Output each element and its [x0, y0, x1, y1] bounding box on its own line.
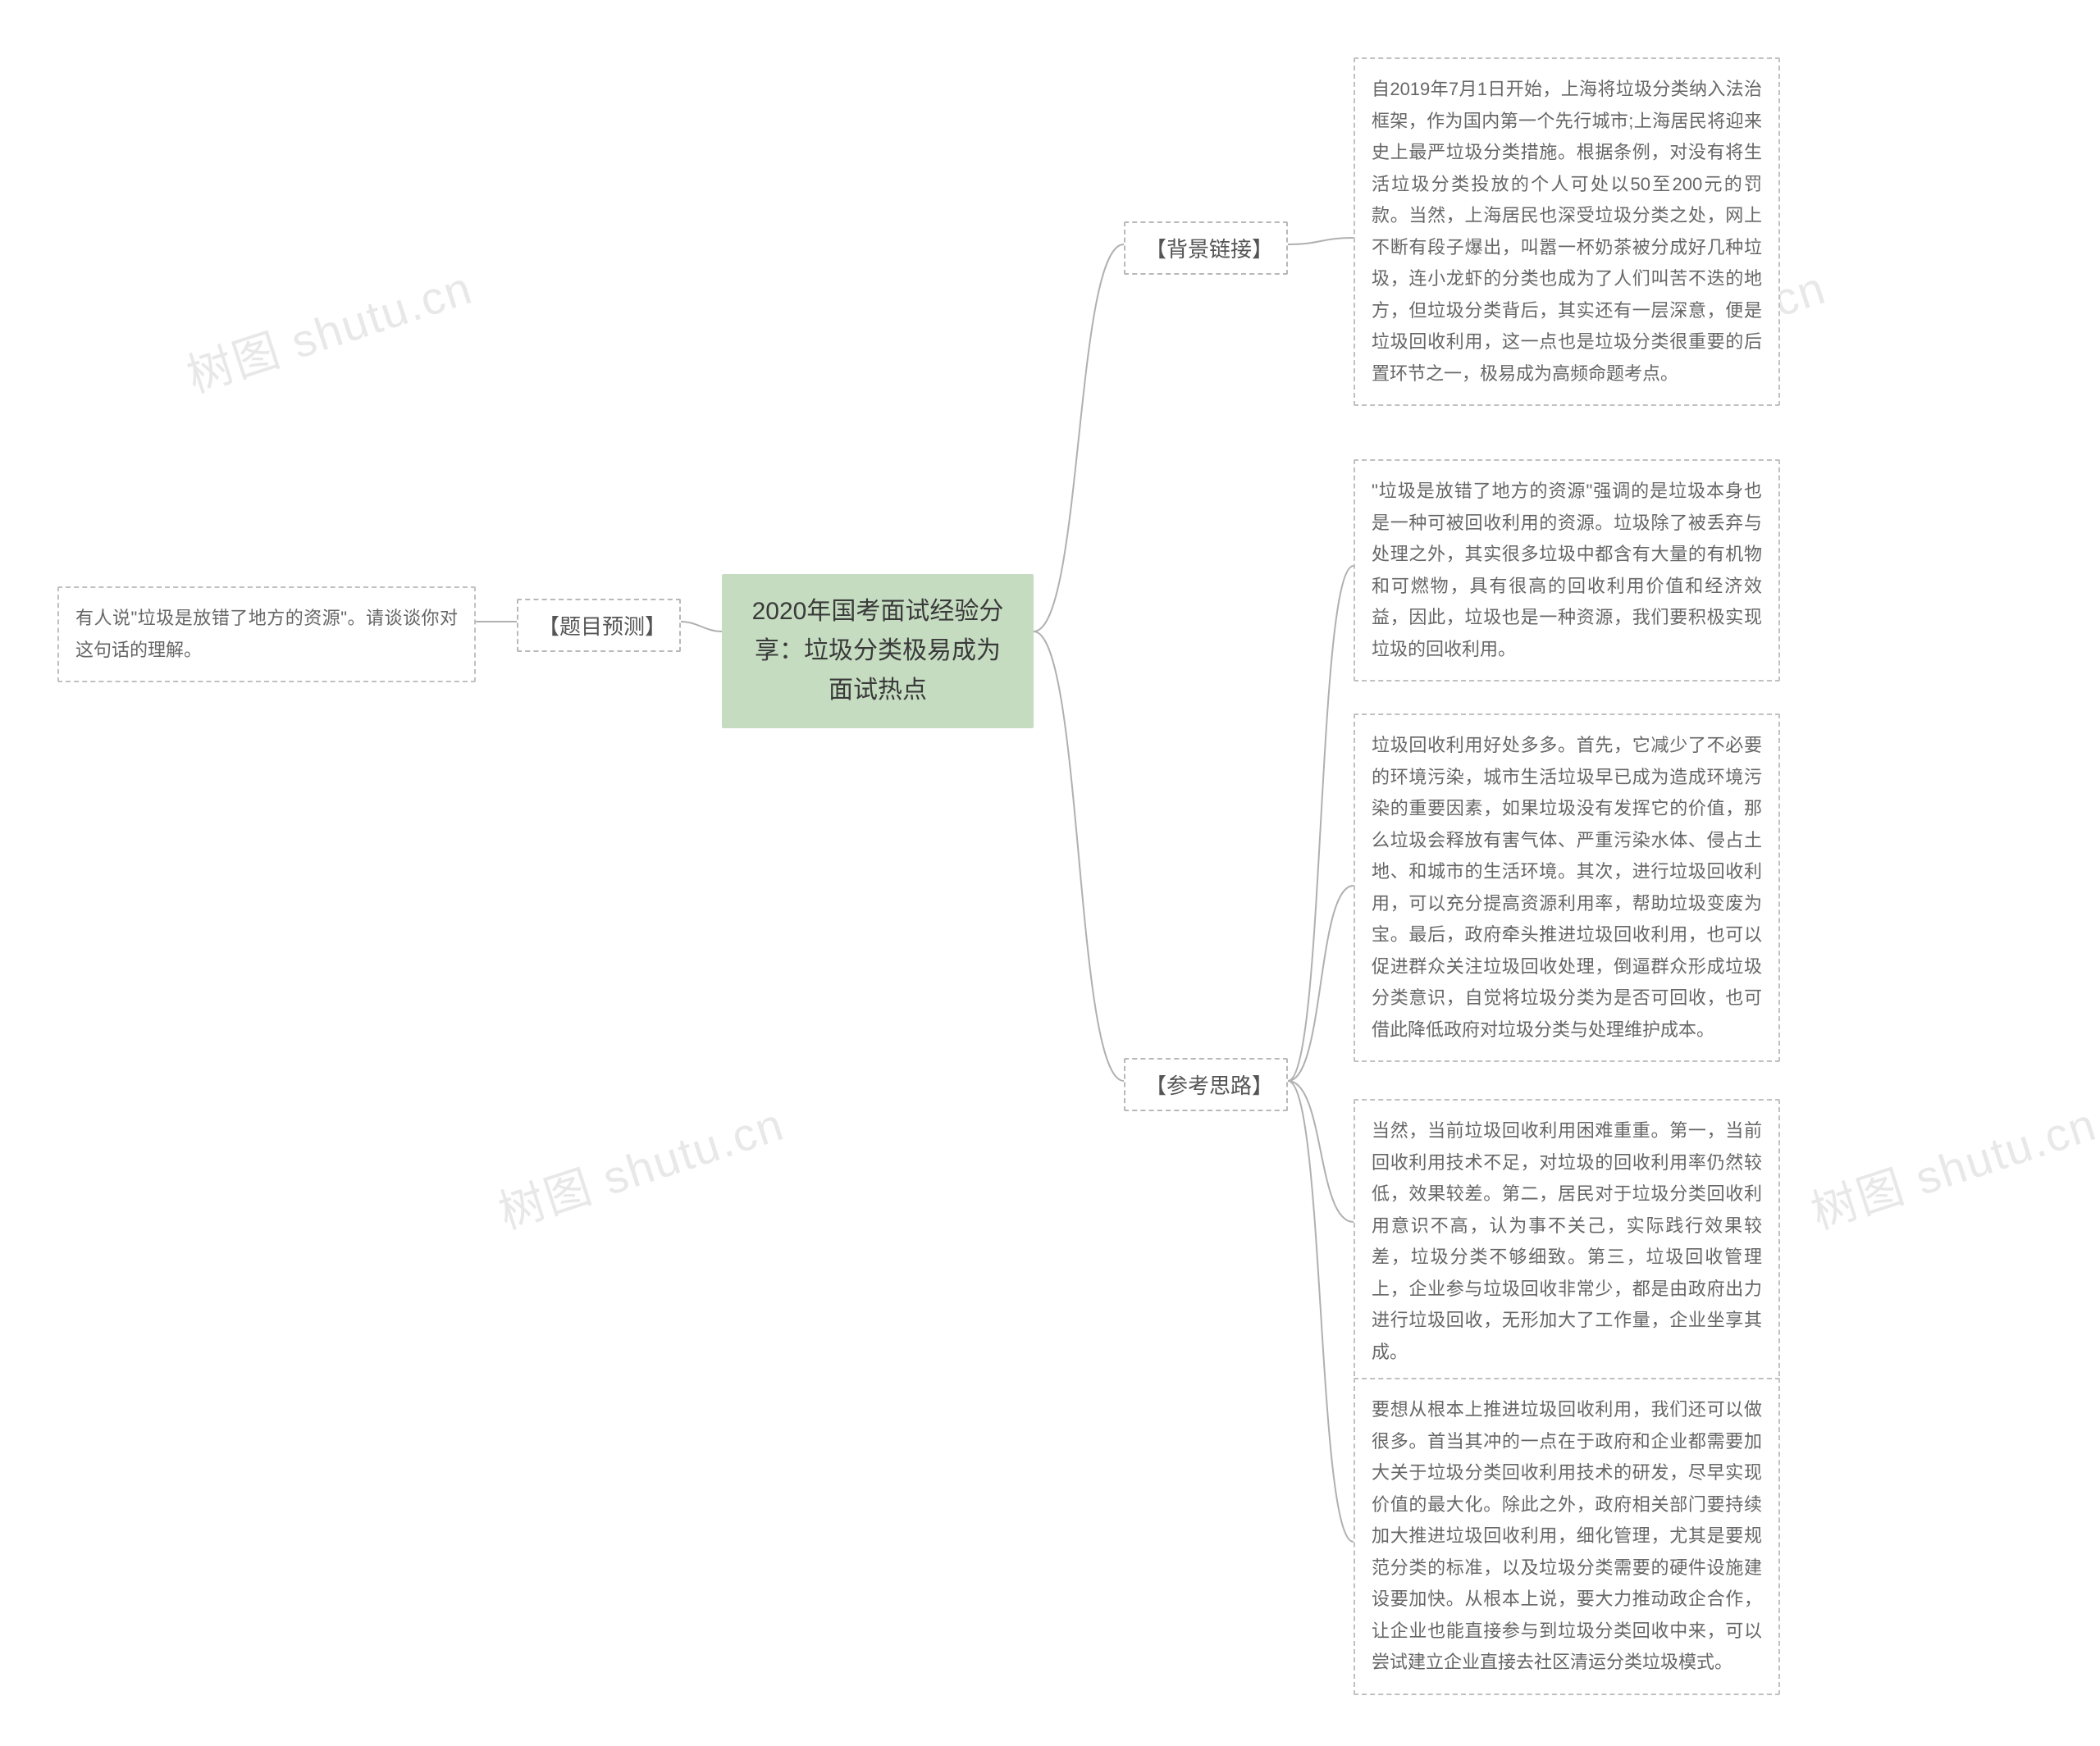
- leaf-question-text[interactable]: 有人说"垃圾是放错了地方的资源"。请谈谈你对这句话的理解。: [57, 586, 476, 682]
- watermark: 树图 shutu.cn: [489, 1087, 792, 1242]
- center-topic[interactable]: 2020年国考面试经验分享：垃圾分类极易成为面试热点: [722, 574, 1034, 728]
- branch-reference-thinking[interactable]: 【参考思路】: [1124, 1058, 1288, 1111]
- branch-question-prediction[interactable]: 【题目预测】: [517, 599, 681, 652]
- leaf-reference-3[interactable]: 当然，当前垃圾回收利用困难重重。第一，当前回收利用技术不足，对垃圾的回收利用率仍…: [1354, 1099, 1780, 1384]
- connector-layer: [0, 0, 2100, 1746]
- watermark: 树图 shutu.cn: [177, 251, 480, 406]
- watermark: 树图 shutu.cn: [1801, 1087, 2100, 1242]
- leaf-reference-2[interactable]: 垃圾回收利用好处多多。首先，它减少了不必要的环境污染，城市生活垃圾早已成为造成环…: [1354, 713, 1780, 1062]
- leaf-background-text[interactable]: 自2019年7月1日开始，上海将垃圾分类纳入法治框架，作为国内第一个先行城市;上…: [1354, 57, 1780, 406]
- leaf-reference-1[interactable]: "垃圾是放错了地方的资源"强调的是垃圾本身也是一种可被回收利用的资源。垃圾除了被…: [1354, 459, 1780, 682]
- branch-background-link[interactable]: 【背景链接】: [1124, 221, 1288, 275]
- leaf-reference-4[interactable]: 要想从根本上推进垃圾回收利用，我们还可以做很多。首当其冲的一点在于政府和企业都需…: [1354, 1378, 1780, 1695]
